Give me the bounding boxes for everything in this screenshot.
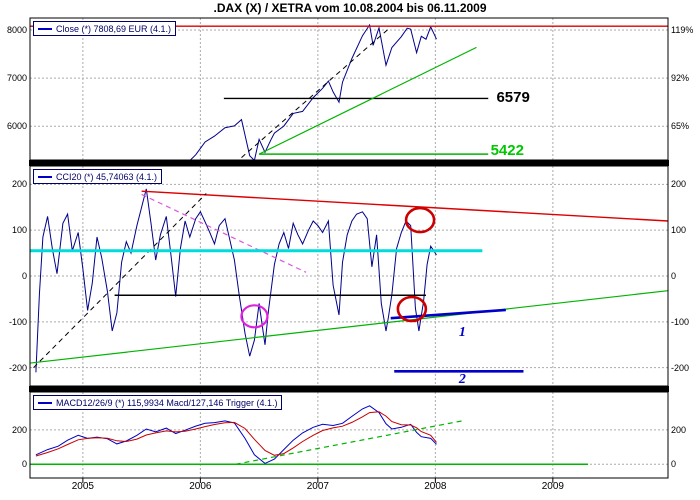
annotation-circle xyxy=(396,295,428,323)
annotation-text: 6579 xyxy=(496,89,529,106)
trend-line xyxy=(30,290,668,364)
panel-separator xyxy=(29,386,669,392)
annotation-text: 5422 xyxy=(491,142,524,159)
trigger-series-line xyxy=(35,411,437,457)
cci-y-axis-label: -100 xyxy=(8,316,27,327)
series-color-line-icon xyxy=(38,175,52,178)
x-axis-year-label: 2005 xyxy=(71,481,94,492)
cci-y-axis-label: 0 xyxy=(21,271,27,281)
price-y-axis-label: 7000 xyxy=(6,73,27,84)
price-y-axis-label: 6000 xyxy=(6,121,27,132)
price-y-axis-label-right: 92% xyxy=(671,73,690,84)
chart-title: .DAX (X) / XETRA vom 10.08.2004 bis 06.1… xyxy=(213,1,487,15)
price-y-axis-label: 8000 xyxy=(6,25,27,36)
cci-plot-background xyxy=(30,166,668,386)
cci-y-axis-label-right: 100 xyxy=(671,225,687,236)
cci-legend-label: CCI20 (*) 45,74063 (4.1.) xyxy=(56,171,158,182)
cci-y-axis-label-right: 0 xyxy=(671,271,677,281)
trend-line xyxy=(141,190,668,222)
macd-y-axis-label: 200 xyxy=(11,424,27,435)
trend-line xyxy=(241,28,389,158)
x-axis-year-label: 2007 xyxy=(306,481,329,492)
trend-line xyxy=(258,46,477,155)
cci-y-axis-label: 200 xyxy=(11,179,27,190)
macd-legend: MACD12/26/9 (*) 115,9934 Macd/127,146 Tr… xyxy=(33,395,283,410)
annotation-circle xyxy=(240,304,269,329)
trend-line xyxy=(390,308,506,320)
price-y-axis-label-right: 65% xyxy=(671,121,690,132)
trend-line xyxy=(235,419,465,465)
price-panel: 6579 5422 xyxy=(29,17,669,161)
close-series-line xyxy=(189,23,437,160)
x-axis-year-label: 2008 xyxy=(424,481,447,492)
price-legend: Close (*) 7808,69 EUR (4.1.) xyxy=(33,21,177,36)
cci-legend: CCI20 (*) 45,74063 (4.1.) xyxy=(33,169,163,184)
annotation-text: 1 xyxy=(459,325,466,340)
cci-y-axis-label: 100 xyxy=(11,225,27,236)
macd-y-axis-label-right: 200 xyxy=(671,424,687,435)
macd-series-line xyxy=(35,405,437,464)
annotation-circle xyxy=(404,206,436,234)
annotation-text: 2 xyxy=(458,372,466,387)
macd-y-axis-label-right: 0 xyxy=(671,459,677,470)
series-color-line-icon xyxy=(38,27,52,30)
price-plot-background xyxy=(30,18,668,160)
x-axis-year-label: 2006 xyxy=(189,481,212,492)
x-axis-year-label: 2009 xyxy=(541,481,564,492)
cci-y-axis-label-right: -100 xyxy=(671,316,690,327)
macd-y-axis-label: 0 xyxy=(21,459,27,470)
price-y-axis-label-right: 119% xyxy=(671,25,694,36)
cci-y-axis-label: -200 xyxy=(8,362,27,373)
panel-separator xyxy=(29,160,669,166)
price-legend-label: Close (*) 7808,69 EUR (4.1.) xyxy=(56,23,172,34)
trend-line xyxy=(141,193,307,273)
series-color-line-icon xyxy=(38,401,52,404)
cci20-series-line xyxy=(35,188,437,373)
cci-y-axis-label-right: 200 xyxy=(671,179,687,190)
cci-y-axis-label-right: -200 xyxy=(671,362,690,373)
macd-legend-label: MACD12/26/9 (*) 115,9934 Macd/127,146 Tr… xyxy=(56,397,278,408)
cci-panel: 12 xyxy=(29,165,669,387)
trend-line xyxy=(33,193,207,369)
